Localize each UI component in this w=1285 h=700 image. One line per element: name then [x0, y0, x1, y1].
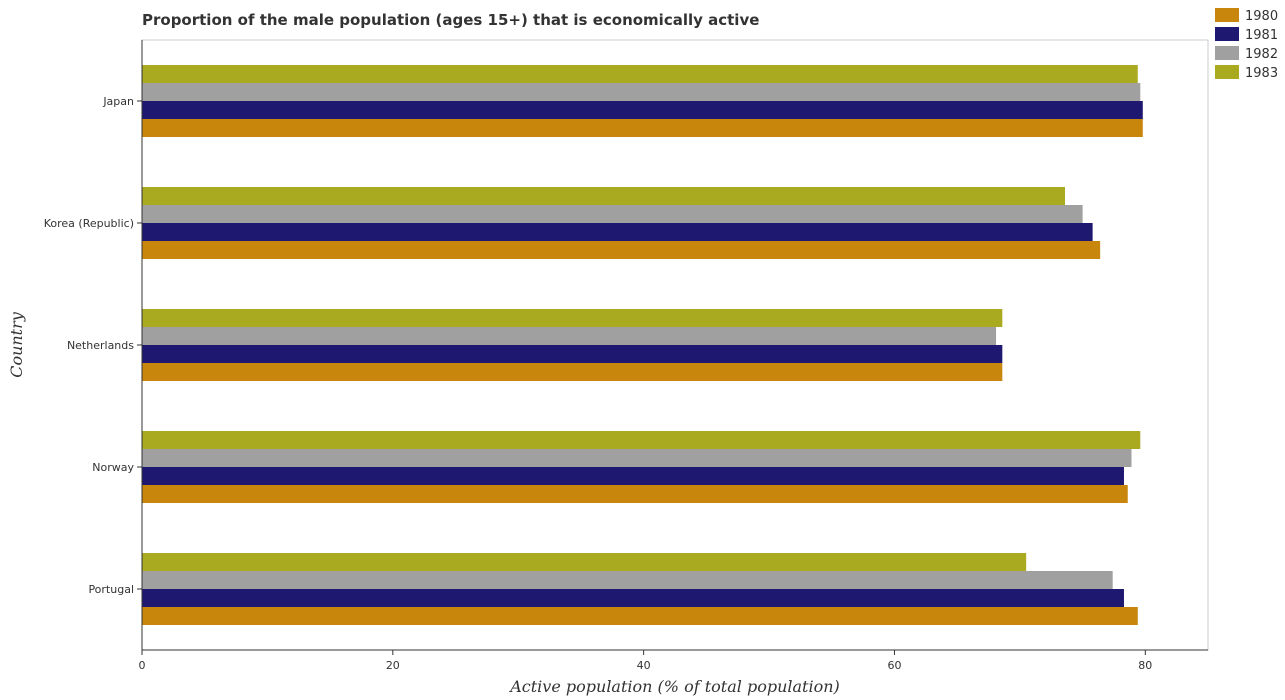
bar-korea-republic--1981	[142, 223, 1093, 241]
legend-swatch-1983	[1215, 65, 1239, 79]
y-tick-label: Norway	[92, 461, 134, 474]
y-axis-title: Country	[7, 311, 26, 378]
bar-norway-1983	[142, 431, 1141, 449]
y-tick-label: Netherlands	[67, 339, 134, 352]
bars-group	[142, 65, 1143, 625]
bar-netherlands-1981	[142, 345, 1003, 363]
bar-japan-1981	[142, 101, 1143, 119]
legend-swatch-1982	[1215, 46, 1239, 60]
x-axis-title: Active population (% of total population…	[508, 677, 840, 696]
legend-label-1981: 1981	[1245, 28, 1278, 43]
legend-label-1980: 1980	[1245, 9, 1278, 24]
y-tick-label: Korea (Republic)	[44, 217, 134, 230]
bar-portugal-1980	[142, 607, 1138, 625]
bar-portugal-1981	[142, 589, 1124, 607]
legend: 1980 1981 1982 1983	[1215, 8, 1278, 81]
y-tick-label: Japan	[102, 95, 134, 108]
chart-title: Proportion of the male population (ages …	[142, 11, 759, 29]
bar-norway-1980	[142, 485, 1128, 503]
bar-japan-1983	[142, 65, 1138, 83]
x-tick-label: 40	[637, 659, 651, 672]
bar-japan-1982	[142, 83, 1141, 101]
bar-norway-1981	[142, 467, 1124, 485]
x-axis-ticks: 0 20 40 60 80	[139, 650, 1152, 672]
bar-korea-republic--1983	[142, 187, 1066, 205]
legend-label-1982: 1982	[1245, 47, 1278, 62]
x-tick-label: 60	[887, 659, 901, 672]
y-tick-label: Portugal	[88, 583, 134, 596]
x-tick-label: 80	[1138, 659, 1152, 672]
bar-portugal-1982	[142, 571, 1113, 589]
legend-swatch-1980	[1215, 8, 1239, 22]
legend-swatch-1981	[1215, 27, 1239, 41]
x-tick-label: 0	[139, 659, 146, 672]
bar-korea-republic--1980	[142, 241, 1101, 259]
y-axis-ticks: Japan Korea (Republic) Netherlands Norway Po…	[44, 95, 142, 596]
legend-label-1983: 1983	[1245, 66, 1278, 81]
bar-netherlands-1980	[142, 363, 1003, 381]
bar-korea-republic--1982	[142, 205, 1083, 223]
bar-netherlands-1982	[142, 327, 997, 345]
bar-netherlands-1983	[142, 309, 1003, 327]
x-tick-label: 20	[386, 659, 400, 672]
bar-norway-1982	[142, 449, 1132, 467]
bar-portugal-1983	[142, 553, 1027, 571]
bar-japan-1980	[142, 119, 1143, 137]
